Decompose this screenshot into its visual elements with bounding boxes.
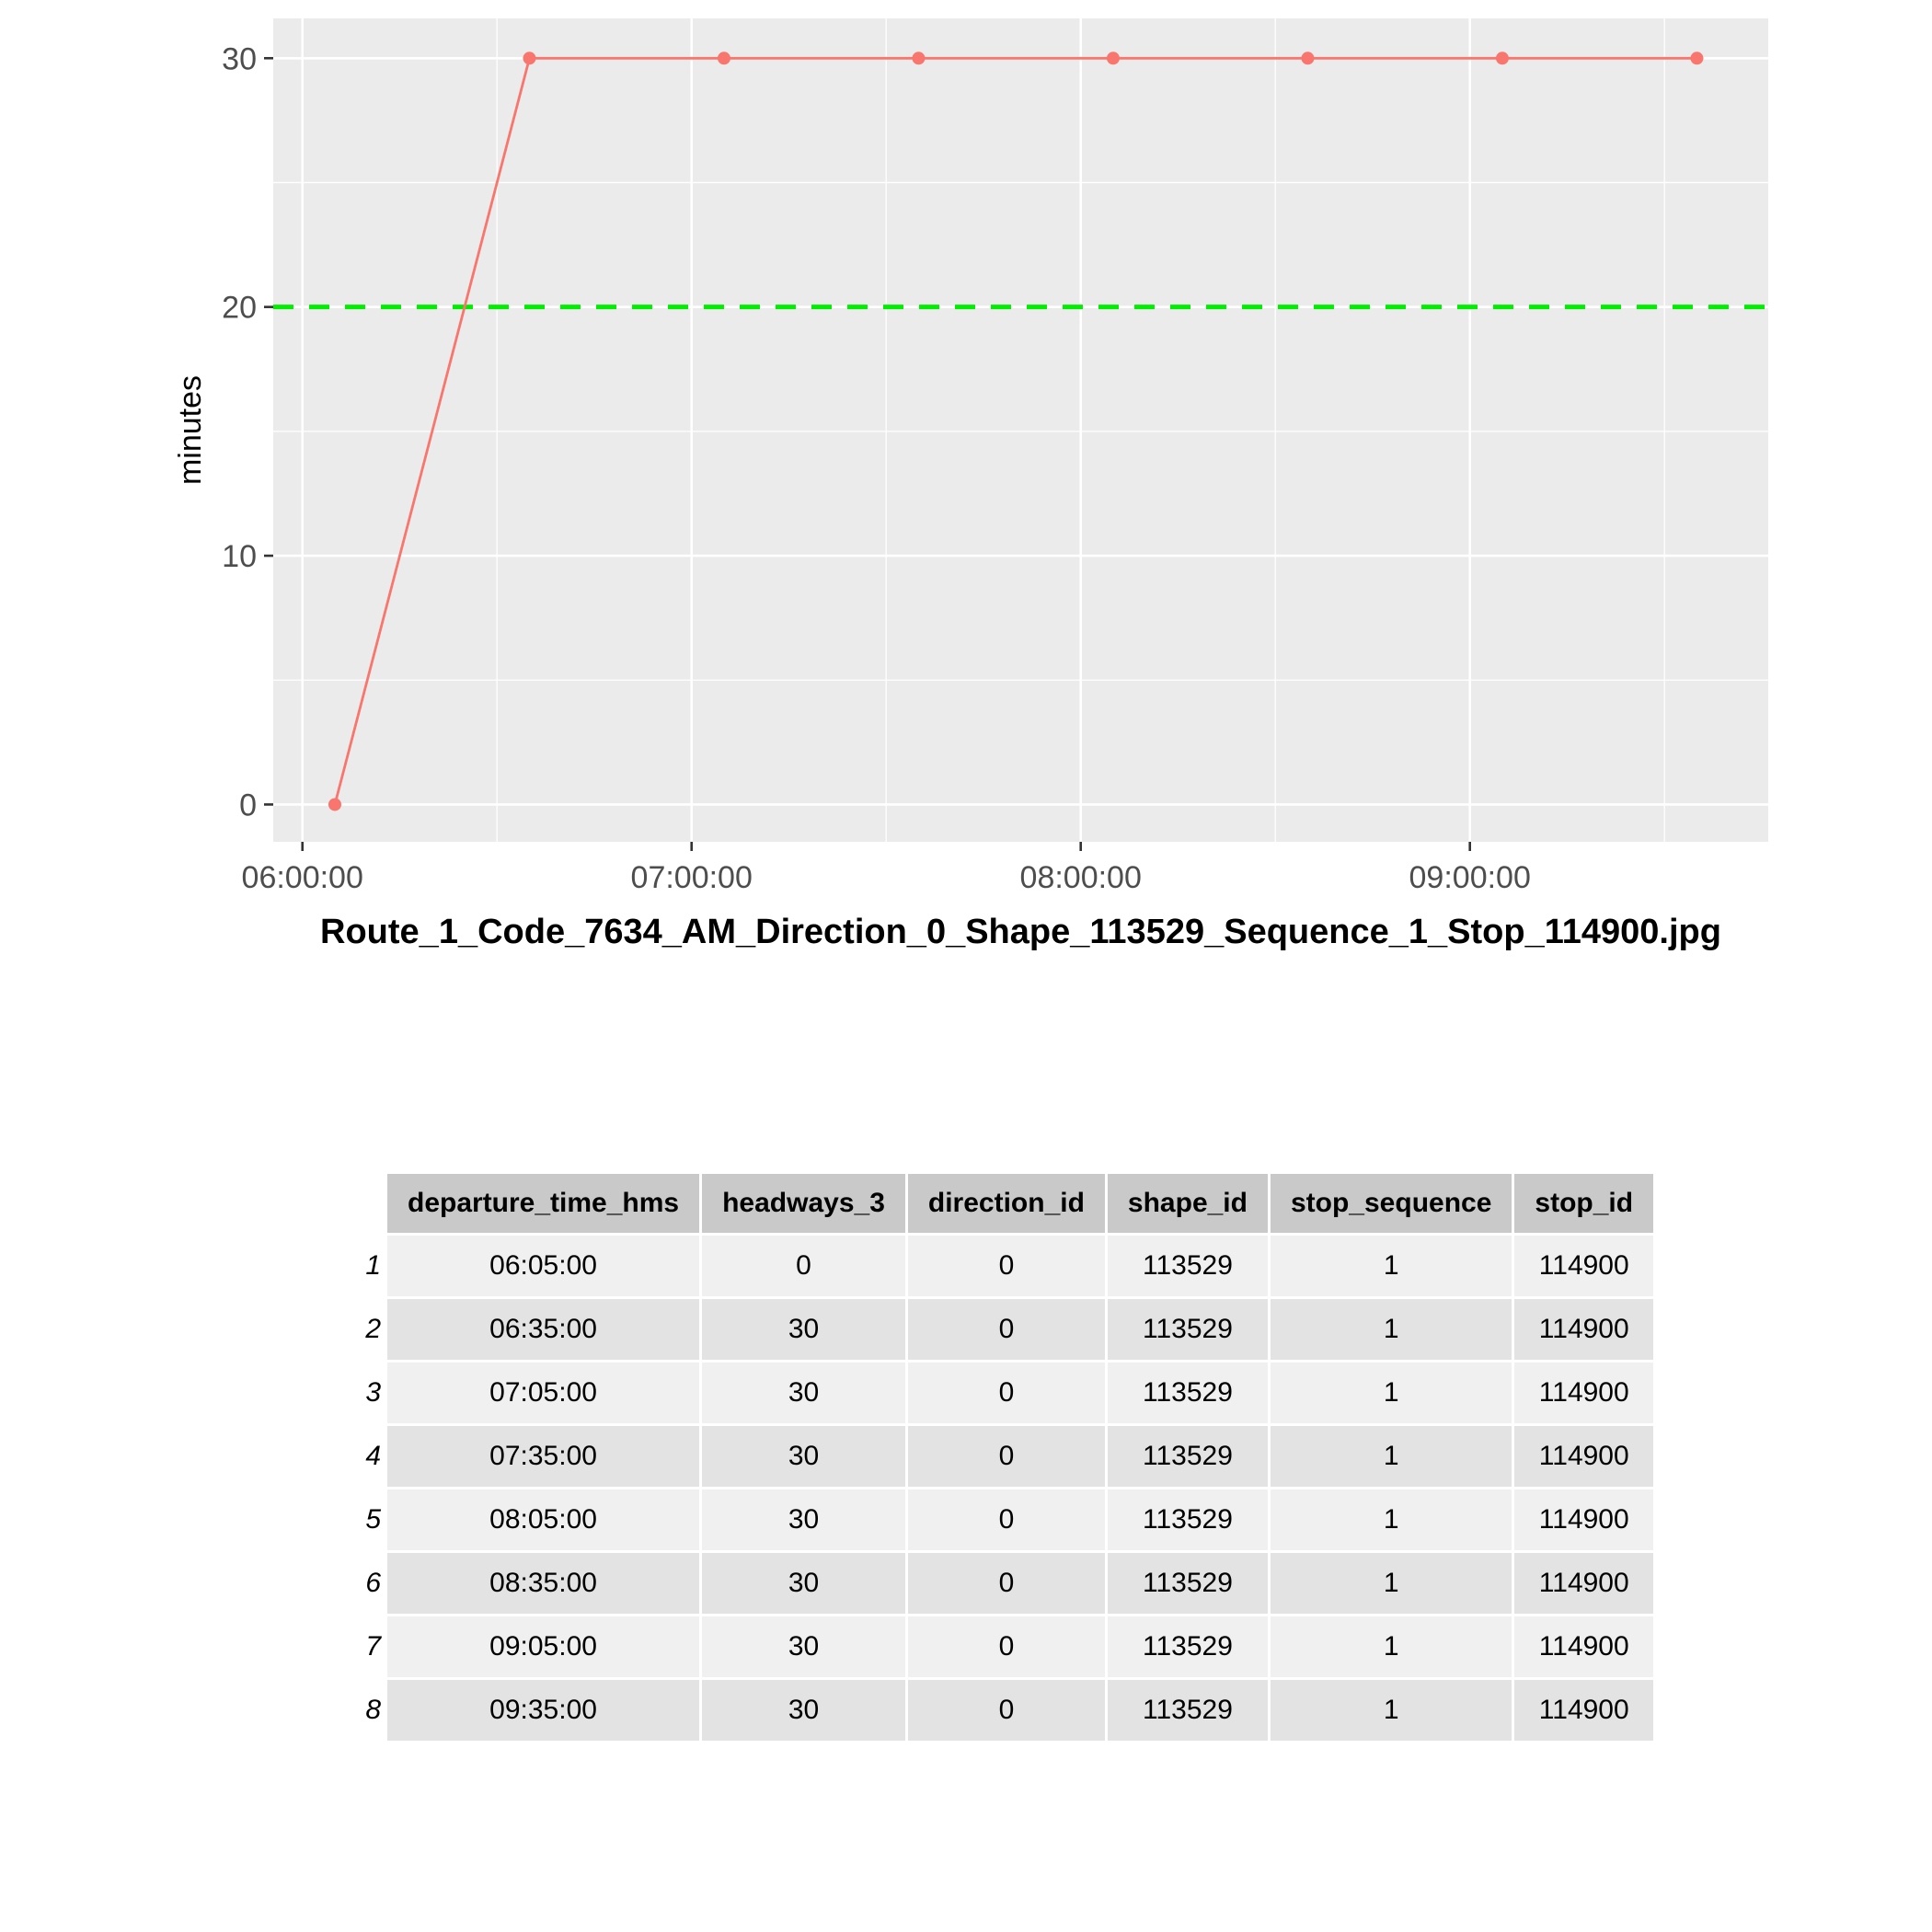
- table-header-row: departure_time_hms headways_3 direction_id…: [357, 1174, 1654, 1233]
- x-tick-label: 09:00:00: [1409, 860, 1531, 895]
- table-cell: 113529: [1107, 1236, 1268, 1296]
- column-header: stop_sequence: [1270, 1174, 1512, 1233]
- row-number: 6: [365, 1568, 381, 1598]
- table-cell: 0: [907, 1680, 1105, 1741]
- table-cell: 0: [907, 1299, 1105, 1360]
- table-cell: 0: [907, 1616, 1105, 1677]
- x-tick-label: 08:00:00: [1020, 860, 1142, 895]
- table-cell: 07:05:00: [387, 1363, 700, 1423]
- table-cell: 113529: [1107, 1299, 1268, 1360]
- series-line: [333, 56, 1697, 805]
- table-cell: 114900: [1514, 1426, 1654, 1487]
- table-row: 4 07:35:00 30 0 113529 1 114900: [357, 1426, 1654, 1487]
- table-cell: 0: [702, 1236, 905, 1296]
- table-cell: 09:35:00: [387, 1680, 700, 1741]
- table-cell: 1: [1270, 1616, 1512, 1677]
- table-cell: 113529: [1107, 1363, 1268, 1423]
- table-cell: 30: [702, 1489, 905, 1550]
- table-cell: 0: [907, 1426, 1105, 1487]
- table-row: 3 07:05:00 30 0 113529 1 114900: [357, 1363, 1654, 1423]
- data-point: [1495, 52, 1509, 65]
- table-cell: 08:05:00: [387, 1489, 700, 1550]
- data-point: [1106, 52, 1120, 65]
- row-number: 3: [365, 1377, 381, 1408]
- table-cell: 114900: [1514, 1236, 1654, 1296]
- y-axis-title: minutes: [173, 375, 208, 485]
- table-cell: 114900: [1514, 1553, 1654, 1614]
- table-row: 8 09:35:00 30 0 113529 1 114900: [357, 1680, 1654, 1741]
- table-cell: 30: [702, 1680, 905, 1741]
- data-point: [523, 52, 536, 65]
- table-row: 6 08:35:00 30 0 113529 1 114900: [357, 1553, 1654, 1614]
- table-row: 5 08:05:00 30 0 113529 1 114900: [357, 1489, 1654, 1550]
- table-cell: 30: [702, 1426, 905, 1487]
- row-number: 5: [365, 1504, 381, 1535]
- column-header: direction_id: [907, 1174, 1105, 1233]
- row-number: 1: [365, 1250, 381, 1281]
- headway-chart: 0 10 20 30 06:00:00 07:00:00 08:00:00 09:00:00 m…: [173, 18, 1768, 951]
- table-cell: 114900: [1514, 1299, 1654, 1360]
- row-number: 4: [365, 1441, 381, 1471]
- table-cell: 09:05:00: [387, 1616, 700, 1677]
- data-point: [717, 52, 730, 65]
- table-row: 7 09:05:00 30 0 113529 1 114900: [357, 1616, 1654, 1677]
- x-tick-label: 06:00:00: [242, 860, 363, 895]
- departures-table: departure_time_hms headways_3 direction_id…: [354, 1171, 1656, 1743]
- table-cell: 1: [1270, 1489, 1512, 1550]
- table-cell: 1: [1270, 1426, 1512, 1487]
- table-cell: 0: [907, 1489, 1105, 1550]
- plot-panel: [273, 18, 1768, 842]
- table-cell: 06:05:00: [387, 1236, 700, 1296]
- table-cell: 113529: [1107, 1680, 1268, 1741]
- table-cell: 114900: [1514, 1489, 1654, 1550]
- table-cell: 30: [702, 1299, 905, 1360]
- table-row: 2 06:35:00 30 0 113529 1 114900: [357, 1299, 1654, 1360]
- table-cell: 114900: [1514, 1363, 1654, 1423]
- table-cell: 0: [907, 1236, 1105, 1296]
- table-cell: 1: [1270, 1680, 1512, 1741]
- y-tick-label: 0: [239, 788, 257, 822]
- row-number: 7: [365, 1631, 381, 1662]
- table-cell: 113529: [1107, 1489, 1268, 1550]
- column-header: departure_time_hms: [387, 1174, 700, 1233]
- table-cell: 113529: [1107, 1426, 1268, 1487]
- table-cell: 06:35:00: [387, 1299, 700, 1360]
- data-point: [1690, 52, 1704, 65]
- table-cell: 1: [1270, 1236, 1512, 1296]
- data-point: [328, 798, 341, 811]
- table-cell: 0: [907, 1363, 1105, 1423]
- table-cell: 0: [907, 1553, 1105, 1614]
- column-header: stop_id: [1514, 1174, 1654, 1233]
- x-axis-title: Route_1_Code_7634_AM_Direction_0_Shape_1…: [320, 913, 1721, 951]
- table-cell: 1: [1270, 1299, 1512, 1360]
- table-cell: 30: [702, 1363, 905, 1423]
- table-cell: 1: [1270, 1553, 1512, 1614]
- table-cell: 07:35:00: [387, 1426, 700, 1487]
- x-tick-label: 07:00:00: [631, 860, 753, 895]
- row-number: 2: [365, 1314, 381, 1344]
- table-cell: 114900: [1514, 1680, 1654, 1741]
- table-cell: 113529: [1107, 1553, 1268, 1614]
- y-tick-label: 10: [222, 539, 257, 574]
- table-cell: 30: [702, 1616, 905, 1677]
- y-tick-label: 20: [222, 291, 257, 326]
- data-point: [912, 52, 926, 65]
- table-cell: 113529: [1107, 1616, 1268, 1677]
- table-cell: 08:35:00: [387, 1553, 700, 1614]
- table-cell: 1: [1270, 1363, 1512, 1423]
- table-row: 1 06:05:00 0 0 113529 1 114900: [357, 1236, 1654, 1296]
- table-cell: 30: [702, 1553, 905, 1614]
- table-cell: 114900: [1514, 1616, 1654, 1677]
- y-tick-label: 30: [222, 41, 257, 76]
- data-point: [1301, 52, 1315, 65]
- row-number: 8: [365, 1695, 381, 1725]
- row-number-header: [357, 1174, 385, 1233]
- column-header: shape_id: [1107, 1174, 1268, 1233]
- column-header: headways_3: [702, 1174, 905, 1233]
